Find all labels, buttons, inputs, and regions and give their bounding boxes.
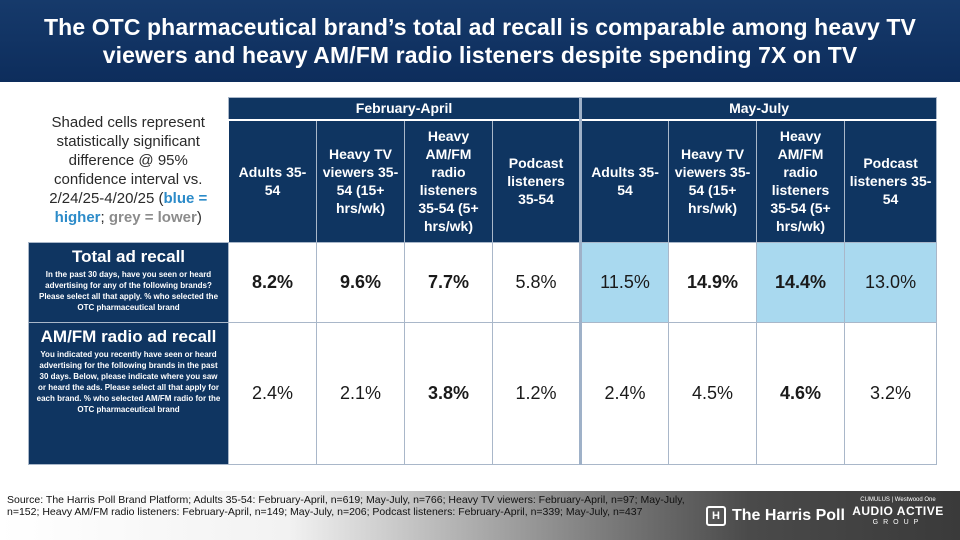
legend-lower: grey = lower: [108, 208, 197, 226]
aa-logo-main: AUDIO ACTIVE: [852, 504, 944, 518]
table-row-total-ad-recall: Total ad recall In the past 30 days, hav…: [28, 242, 938, 323]
row-title: Total ad recall: [71, 247, 186, 266]
col-header-adults-may-jul: Adults 35-54: [580, 119, 670, 243]
table-row-am-fm-radio-ad-recall: AM/FM radio ad recall You indicated you …: [28, 322, 938, 465]
value-cell: 4.6%: [756, 322, 846, 465]
aa-logo-sub: GROUP: [872, 519, 924, 526]
row-header-total-ad-recall: Total ad recall In the past 30 days, hav…: [28, 242, 229, 323]
col-header-heavy-radio-feb-apr: Heavy AM/FM radio listeners 35-54 (5+ hr…: [404, 119, 493, 243]
source-note: Source: The Harris Poll Brand Platform; …: [7, 494, 685, 518]
value-cell: 7.7%: [404, 242, 493, 323]
col-header-podcast-feb-apr: Podcast listeners 35-54: [491, 119, 583, 243]
row-title: AM/FM radio ad recall: [40, 327, 217, 346]
legend-higher: blue = higher: [54, 189, 208, 226]
value-cell: 8.2%: [228, 242, 317, 323]
audio-active-group-logo: CUMULUS | Westwood One AUDIO ACTIVE GROU…: [848, 496, 948, 527]
value-cell: 3.2%: [844, 322, 938, 465]
col-header-podcast-may-jul: Podcast listeners 35-54: [844, 119, 938, 243]
value-cell: 2.1%: [316, 322, 405, 465]
value-cell: 11.5%: [580, 242, 670, 323]
value-cell: 9.6%: [316, 242, 405, 323]
slide-header: The OTC pharmaceutical brand’s total ad …: [0, 0, 960, 82]
value-cell: 4.5%: [668, 322, 758, 465]
row-header-am-fm-radio-ad-recall: AM/FM radio ad recall You indicated you …: [28, 322, 229, 465]
value-cell: 3.8%: [404, 322, 493, 465]
col-header-heavy-tv-feb-apr: Heavy TV viewers 35-54 (15+ hrs/wk): [316, 119, 405, 243]
value-cell: 2.4%: [580, 322, 670, 465]
group-header-may-july: May-July: [580, 97, 938, 121]
value-cell: 14.4%: [756, 242, 846, 323]
value-cell: 13.0%: [844, 242, 938, 323]
aa-logo-top: CUMULUS | Westwood One: [860, 497, 936, 503]
col-header-adults-feb-apr: Adults 35-54: [228, 119, 317, 243]
group-header-february-april: February-April: [227, 97, 583, 121]
footer-bar: Source: The Harris Poll Brand Platform; …: [0, 491, 960, 540]
shading-legend: Shaded cells represent statistically sig…: [28, 97, 229, 243]
value-cell: 5.8%: [491, 242, 583, 323]
slide-title: The OTC pharmaceutical brand’s total ad …: [44, 14, 916, 68]
col-header-heavy-tv-may-jul: Heavy TV viewers 35-54 (15+ hrs/wk): [668, 119, 758, 243]
row-description: In the past 30 days, have you seen or he…: [38, 270, 219, 312]
harris-logo-text: The Harris Poll: [732, 507, 845, 524]
col-header-heavy-radio-may-jul: Heavy AM/FM radio listeners 35-54 (5+ hr…: [756, 119, 846, 243]
harris-poll-logo: H The Harris Poll: [706, 505, 845, 527]
value-cell: 2.4%: [228, 322, 317, 465]
row-description: You indicated you recently have seen or …: [36, 350, 221, 414]
recall-table: Shaded cells represent statistically sig…: [28, 97, 938, 465]
legend-text: Shaded cells represent statistically sig…: [49, 113, 205, 207]
value-cell: 14.9%: [668, 242, 758, 323]
value-cell: 1.2%: [491, 322, 583, 465]
harris-logo-icon: H: [706, 506, 726, 526]
